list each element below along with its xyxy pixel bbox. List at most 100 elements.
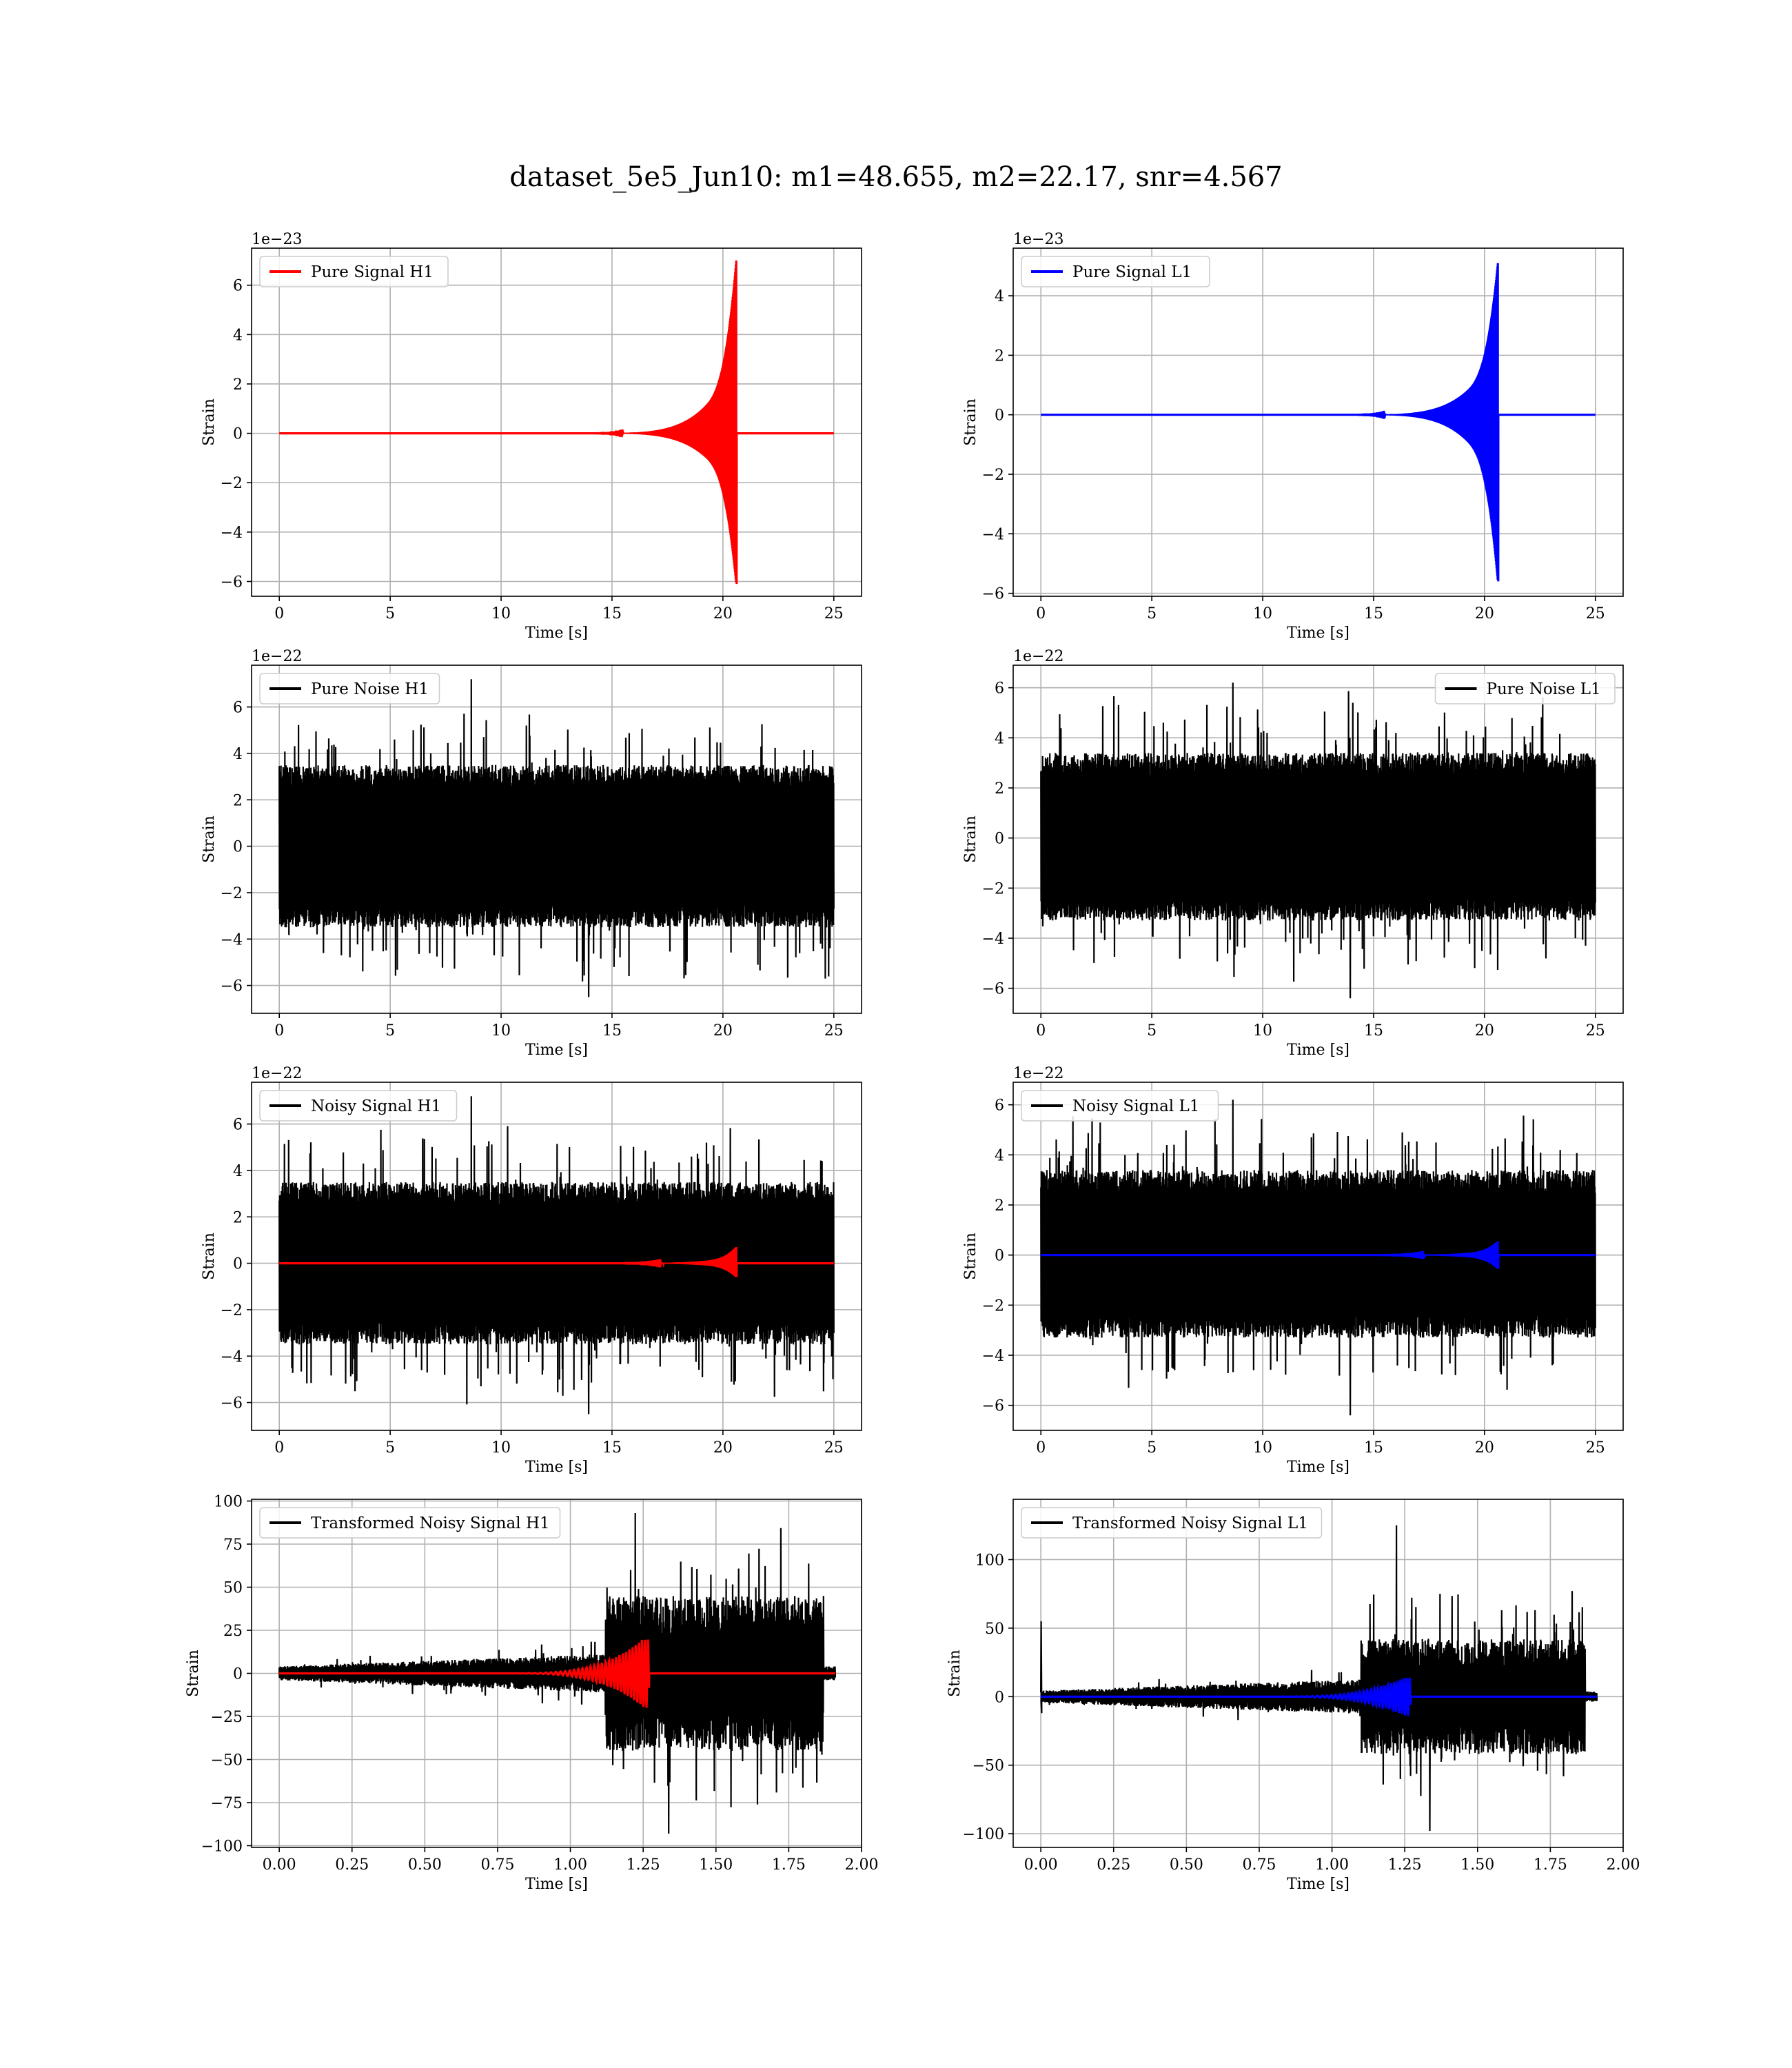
y-axis-label: Strain <box>201 1233 218 1280</box>
y-tick-label: 50 <box>223 1580 243 1597</box>
y-tick-label: −100 <box>201 1838 243 1856</box>
tick-marks: 0 5 10 15 20 25 −6 −4 −2 0 2 4 6 <box>982 1097 1605 1457</box>
legend-label: Pure Noise L1 <box>1487 680 1601 698</box>
y-tick-label: 2 <box>233 376 243 394</box>
y-tick-label: 2 <box>233 1209 243 1226</box>
x-tick-label: 20 <box>713 605 733 622</box>
plot-area <box>278 1512 837 1834</box>
legend-label: Pure Signal H1 <box>311 263 434 281</box>
x-tick-label: 1.75 <box>772 1856 806 1874</box>
plot-area <box>1040 1525 1598 1832</box>
x-tick-label: 15 <box>602 1439 622 1457</box>
axis-offset-text: 1e−22 <box>1013 648 1063 665</box>
series-line-transformed-noisy-signal-l1 <box>1040 1525 1598 1832</box>
axes-frame <box>251 665 862 1014</box>
subplot-noisy-signal-h1: 0 5 10 15 20 25 −6 −4 −2 0 2 4 6 Time [s] Strain 1e−22 N… <box>201 1065 862 1476</box>
legend-label: Transformed Noisy Signal H1 <box>311 1514 550 1532</box>
y-tick-label: −6 <box>982 1398 1004 1415</box>
y-tick-label: 50 <box>985 1621 1004 1638</box>
y-tick-label: 6 <box>995 1097 1004 1115</box>
x-tick-label: 0 <box>274 1439 284 1457</box>
x-tick-label: 25 <box>1586 605 1605 622</box>
y-tick-label: 4 <box>995 1147 1004 1164</box>
x-tick-label: 2.00 <box>1607 1856 1640 1874</box>
legend: Noisy Signal H1 <box>259 1090 458 1122</box>
x-tick-label: 20 <box>1475 605 1494 622</box>
plot-area <box>1040 1099 1596 1416</box>
plot-area <box>279 260 834 585</box>
x-tick-label: 0 <box>274 605 284 622</box>
x-tick-label: 20 <box>1475 1439 1494 1457</box>
x-tick-label: 1.50 <box>1460 1856 1494 1874</box>
tick-marks: 0 5 10 15 20 25 −6 −4 −2 0 2 4 6 <box>982 680 1605 1040</box>
x-tick-label: 0.50 <box>408 1856 442 1874</box>
plot-area <box>1041 263 1596 582</box>
legend-label: Pure Noise H1 <box>311 680 429 698</box>
y-tick-label: −4 <box>221 1348 243 1366</box>
y-tick-label: −2 <box>982 467 1004 484</box>
x-tick-label: 0 <box>1036 605 1046 622</box>
x-tick-label: 25 <box>824 605 844 622</box>
series-line-pure-noise-l1 <box>1040 682 1596 999</box>
y-tick-label: −6 <box>221 1395 243 1412</box>
y-tick-label: −6 <box>982 981 1004 998</box>
y-tick-label: 6 <box>233 1117 243 1134</box>
y-tick-label: −50 <box>211 1752 243 1770</box>
subplot-pure-noise-l1: 0 5 10 15 20 25 −6 −4 −2 0 2 4 6 Time [s] Strain 1e−22 P… <box>962 648 1624 1059</box>
y-tick-label: 2 <box>995 1197 1004 1215</box>
legend-box <box>259 1507 561 1539</box>
axes-frame <box>1012 665 1624 1014</box>
legend-label: Noisy Signal H1 <box>311 1097 441 1115</box>
x-axis-label: Time [s] <box>1287 1042 1350 1059</box>
legend: Pure Signal L1 <box>1021 256 1210 287</box>
subplot-transformed-noisy-signal-h1: 0.00 0.25 0.50 0.75 1.00 1.25 1.50 1.75 2.00 −100… <box>185 1494 878 1894</box>
y-tick-label: 4 <box>995 288 1004 305</box>
subplot-pure-signal-h1: 0 5 10 15 20 25 −6 −4 −2 0 2 4 6 Time [s] Strain 1e−23 P… <box>201 231 862 642</box>
x-tick-label: 1.75 <box>1534 1856 1567 1874</box>
y-axis-label: Strain <box>962 815 979 863</box>
legend-label: Pure Signal L1 <box>1072 263 1192 281</box>
series-line-overlay-1 <box>1041 1677 1597 1716</box>
y-tick-label: 0 <box>233 426 243 443</box>
y-tick-label: 100 <box>975 1552 1004 1569</box>
x-tick-label: 0 <box>274 1022 284 1040</box>
y-tick-label: 0 <box>995 831 1004 848</box>
series-line-overlay-1 <box>279 1639 835 1708</box>
tick-marks: 0.00 0.25 0.50 0.75 1.00 1.25 1.50 1.75 2.00 −100… <box>963 1552 1640 1874</box>
tick-marks: 0 5 10 15 20 25 −6 −4 −2 0 2 4 6 <box>221 278 844 622</box>
axis-offset-text: 1e−23 <box>252 231 302 248</box>
y-tick-label: −2 <box>982 1297 1004 1315</box>
y-tick-label: 0 <box>995 1248 1004 1265</box>
x-tick-label: 5 <box>1147 1022 1157 1040</box>
x-tick-label: 15 <box>602 605 622 622</box>
y-tick-label: 25 <box>223 1623 243 1640</box>
legend-box <box>1021 256 1210 287</box>
x-tick-label: 5 <box>385 605 395 622</box>
x-tick-label: 5 <box>1147 1439 1157 1457</box>
y-tick-label: 4 <box>233 746 243 763</box>
tick-marks: 0.00 0.25 0.50 0.75 1.00 1.25 1.50 1.75 2.00 −100… <box>201 1494 879 1874</box>
axes-frame <box>251 1082 862 1431</box>
x-tick-label: 2.00 <box>845 1856 879 1874</box>
legend-box <box>1021 1507 1323 1539</box>
legend-label: Transformed Noisy Signal L1 <box>1072 1514 1308 1532</box>
y-tick-label: −75 <box>211 1795 243 1812</box>
y-tick-label: −6 <box>221 978 243 995</box>
y-tick-label: 0 <box>233 839 243 856</box>
series-line-noisy-signal-l1 <box>1040 1099 1596 1416</box>
y-tick-label: −6 <box>982 586 1004 603</box>
x-tick-label: 25 <box>1586 1439 1605 1457</box>
x-tick-label: 25 <box>824 1022 844 1040</box>
x-tick-label: 5 <box>1147 605 1157 622</box>
plot-area <box>278 679 835 997</box>
y-tick-label: −6 <box>221 574 243 591</box>
x-tick-label: 5 <box>385 1022 395 1040</box>
series-line-noisy-signal-h1 <box>278 1096 835 1415</box>
y-tick-label: −2 <box>221 885 243 902</box>
legend-box <box>1434 673 1616 704</box>
y-tick-label: −25 <box>211 1709 243 1726</box>
y-tick-label: −4 <box>982 526 1004 543</box>
x-tick-label: 20 <box>713 1022 733 1040</box>
x-tick-label: 15 <box>1364 1439 1383 1457</box>
